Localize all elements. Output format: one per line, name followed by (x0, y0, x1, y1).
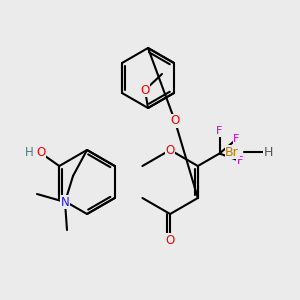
Text: O: O (166, 233, 175, 247)
Text: O: O (170, 115, 180, 128)
Text: Br: Br (225, 146, 239, 158)
Text: F: F (233, 134, 239, 144)
Text: F: F (237, 156, 243, 166)
Text: O: O (36, 146, 45, 160)
Text: F: F (216, 127, 223, 136)
Text: O: O (140, 83, 150, 97)
Text: O: O (166, 143, 175, 157)
Text: N: N (61, 196, 69, 208)
Text: H: H (24, 146, 33, 160)
Text: H: H (263, 146, 273, 158)
